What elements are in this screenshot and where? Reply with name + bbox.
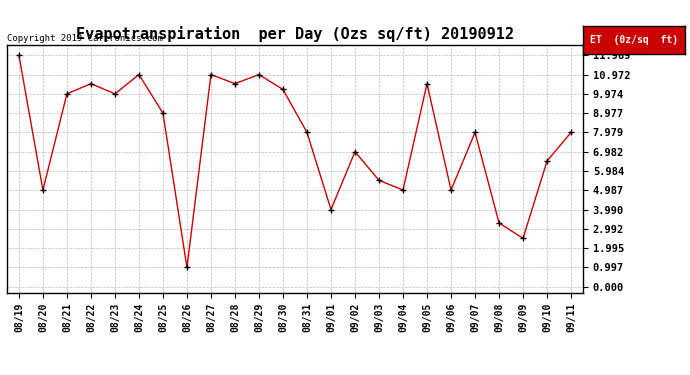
Text: ET  (0z/sq  ft): ET (0z/sq ft) (590, 35, 678, 45)
Title: Evapotranspiration  per Day (Ozs sq/ft) 20190912: Evapotranspiration per Day (Ozs sq/ft) 2… (76, 27, 514, 42)
Text: Copyright 2019 Cartronics.com: Copyright 2019 Cartronics.com (7, 33, 163, 42)
